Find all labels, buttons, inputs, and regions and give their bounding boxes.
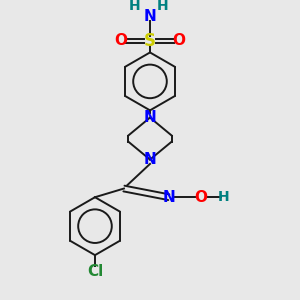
Text: N: N: [144, 152, 156, 167]
Text: N: N: [162, 190, 175, 205]
Text: H: H: [128, 0, 140, 13]
Text: H: H: [218, 190, 230, 204]
Text: N: N: [144, 110, 156, 125]
Text: N: N: [144, 9, 156, 24]
Text: S: S: [144, 32, 156, 50]
Text: H: H: [157, 0, 169, 13]
Text: O: O: [194, 190, 207, 205]
Text: O: O: [172, 33, 185, 48]
Text: O: O: [115, 33, 128, 48]
Text: Cl: Cl: [87, 263, 103, 278]
